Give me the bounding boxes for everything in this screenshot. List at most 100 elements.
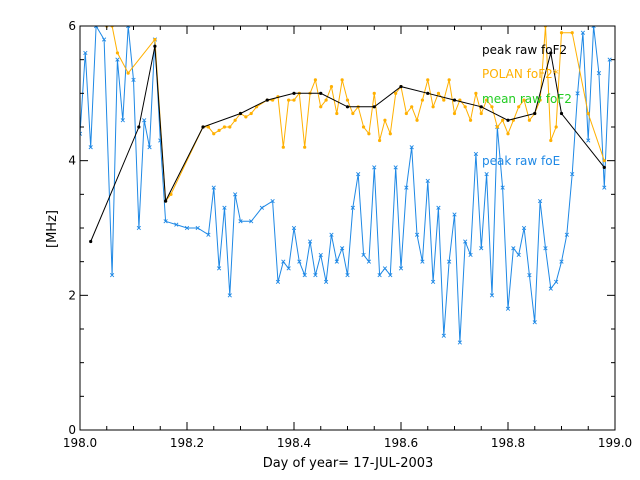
data-point (479, 111, 483, 116)
data-point (115, 51, 120, 55)
data-point (318, 252, 323, 258)
data-point (591, 26, 596, 29)
data-point (340, 78, 344, 82)
data-point (473, 151, 479, 157)
legend-entry: peak raw foE (482, 154, 560, 168)
data-point (164, 199, 168, 203)
data-point (548, 286, 553, 291)
data-point (249, 219, 254, 224)
data-point (495, 125, 499, 129)
data-point (147, 145, 152, 150)
data-point (88, 145, 93, 150)
data-point (554, 279, 559, 284)
data-point (501, 118, 505, 122)
data-point (516, 252, 521, 258)
data-point (303, 145, 307, 149)
data-point (522, 98, 526, 102)
data-point (447, 78, 451, 82)
data-point (217, 128, 221, 132)
data-point (430, 279, 436, 284)
data-point (211, 185, 216, 190)
data-point (436, 91, 441, 95)
data-point (244, 115, 248, 119)
data-point (287, 98, 291, 102)
data-point (490, 105, 494, 109)
data-point (169, 192, 173, 196)
data-point (388, 273, 393, 278)
data-point (233, 118, 237, 122)
data-point (521, 225, 527, 231)
series-peak-raw-fof2 (89, 44, 606, 244)
data-point (233, 192, 238, 197)
data-point (538, 98, 542, 102)
series-peak-raw-foe (80, 26, 612, 345)
data-point (270, 198, 275, 204)
legend-entry: mean raw foF2 (482, 92, 572, 106)
data-point (313, 78, 317, 82)
data-point (410, 105, 414, 109)
data-point (286, 266, 291, 271)
data-point (474, 91, 478, 95)
data-point (468, 252, 473, 258)
data-point (586, 138, 591, 143)
data-point (335, 111, 339, 116)
data-point (345, 273, 350, 278)
data-point (533, 111, 537, 116)
data-point (537, 198, 543, 204)
data-point (115, 57, 120, 62)
data-point (457, 340, 462, 345)
y-axis-label: [MHz] (45, 210, 60, 248)
data-point (281, 145, 285, 149)
data-point (302, 273, 307, 278)
data-point (468, 118, 473, 122)
data-point (447, 259, 452, 264)
data-point (126, 71, 130, 75)
data-point (564, 232, 569, 237)
data-point (409, 145, 414, 150)
data-point (89, 239, 93, 244)
x-tick-label: 198.6 (384, 436, 418, 450)
data-point (532, 320, 537, 325)
data-point (415, 118, 419, 122)
y-tick-label: 2 (68, 288, 76, 302)
data-point (307, 239, 313, 244)
data-point (511, 246, 516, 251)
data-point (83, 50, 88, 56)
data-point (549, 138, 553, 143)
data-point (549, 51, 553, 55)
data-point (559, 31, 564, 35)
data-point (153, 37, 157, 42)
data-point (131, 77, 136, 82)
data-point (554, 125, 558, 129)
data-point (393, 165, 398, 170)
data-point (345, 105, 350, 109)
data-point (227, 293, 232, 298)
data-point (543, 246, 548, 251)
data-point (222, 125, 227, 129)
data-point (212, 132, 216, 136)
data-point (452, 98, 457, 102)
y-tick-label: 6 (68, 19, 76, 33)
data-point (292, 91, 296, 95)
data-point (489, 293, 495, 298)
data-point (431, 105, 435, 109)
series-line (80, 26, 611, 343)
y-tick-label: 0 (68, 423, 76, 437)
data-point (80, 131, 83, 136)
data-point (452, 212, 457, 217)
data-point (249, 111, 253, 116)
data-point (195, 225, 200, 231)
data-point (399, 85, 403, 89)
data-point (367, 132, 371, 136)
data-point (575, 91, 580, 96)
data-point (527, 118, 532, 122)
data-point (356, 172, 361, 177)
data-point (527, 273, 532, 278)
data-point (607, 57, 612, 62)
data-point (580, 30, 586, 35)
data-point (259, 205, 265, 210)
data-point (292, 98, 296, 102)
x-tick-label: 198.2 (170, 436, 204, 450)
data-point (506, 118, 510, 122)
x-axis-ticks: 198.0 198.2 198.4 198.6 198.8 199.0 (63, 26, 632, 450)
